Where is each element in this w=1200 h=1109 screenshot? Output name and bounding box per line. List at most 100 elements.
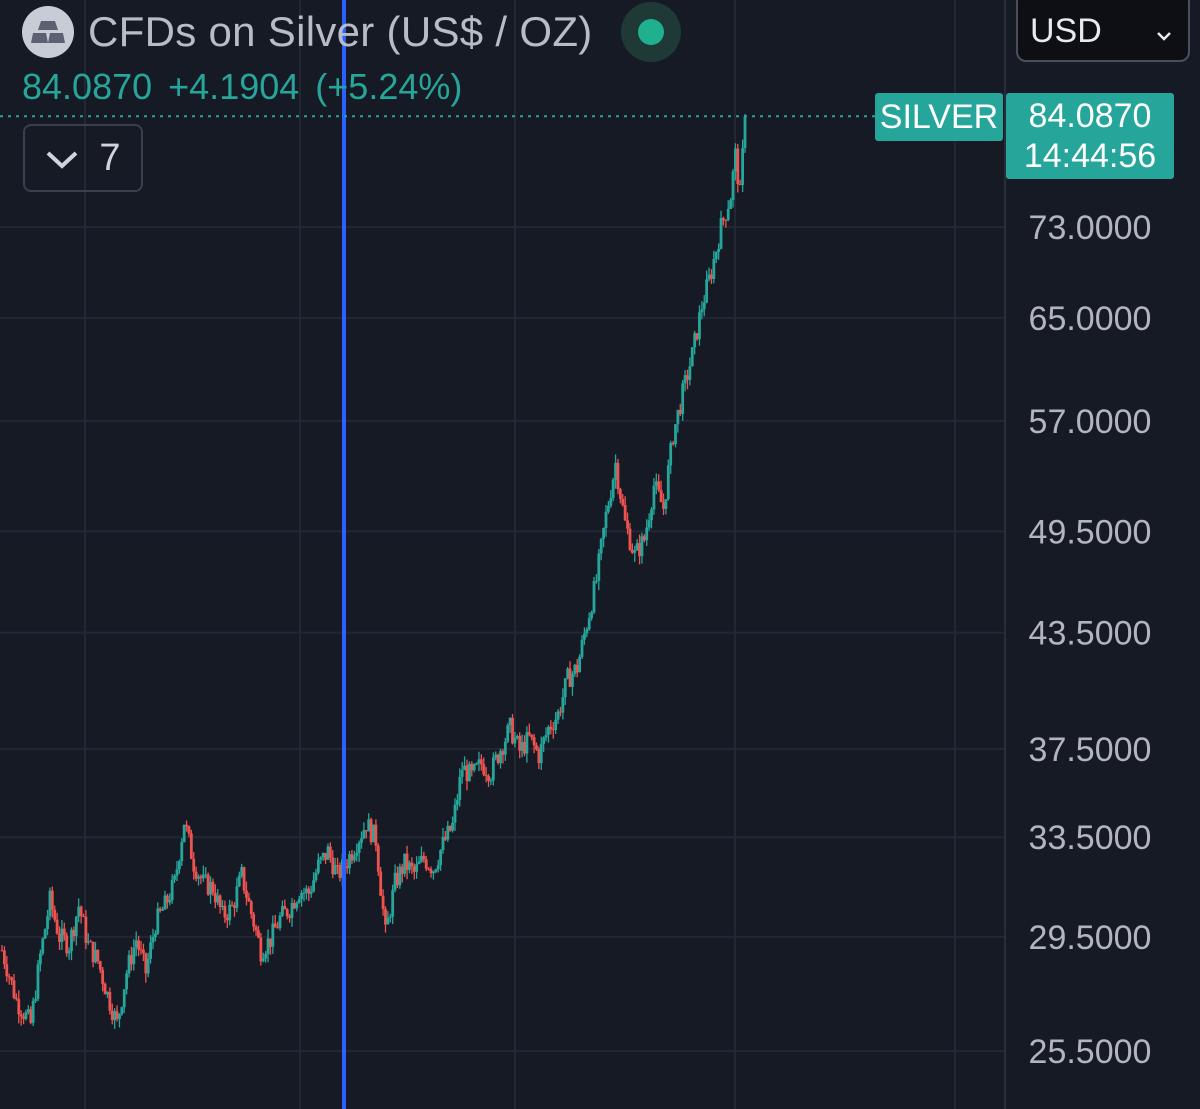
- candle-body: [144, 953, 148, 974]
- candle-body: [736, 148, 740, 185]
- candle-body: [386, 917, 390, 925]
- candle-body: [259, 937, 263, 962]
- candle-body: [527, 732, 531, 735]
- price-tick-label: 37.5000: [1029, 731, 1152, 769]
- candle-body: [29, 1009, 33, 1023]
- live-status-indicator[interactable]: [620, 2, 681, 62]
- candle-body: [712, 259, 716, 279]
- candle-body: [7, 976, 11, 978]
- candle-body: [230, 904, 234, 906]
- price-change-text: +4.1904: [168, 66, 300, 107]
- candle-body: [60, 928, 64, 942]
- candle-body: [686, 375, 689, 380]
- candle-body: [573, 664, 577, 674]
- candle-body: [304, 888, 308, 893]
- candle-body: [463, 765, 466, 771]
- candle-body: [240, 867, 244, 876]
- candle-body: [738, 184, 742, 186]
- candle-body: [537, 749, 541, 764]
- candle-body: [415, 864, 419, 872]
- candle-body: [307, 888, 311, 894]
- candle-body: [563, 678, 567, 698]
- candle-body: [237, 875, 241, 887]
- candle-body: [204, 874, 208, 876]
- candle-body: [535, 745, 538, 750]
- candle-body: [465, 765, 469, 782]
- candle-body: [467, 763, 471, 782]
- candle-body: [405, 853, 409, 870]
- candle-body: [132, 947, 136, 965]
- candle-body: [352, 855, 356, 861]
- candle-body: [242, 867, 246, 891]
- candle-body: [328, 846, 332, 858]
- symbol-header: CFDs on Silver (US$ / OZ): [22, 2, 681, 62]
- candle-body: [446, 826, 450, 840]
- candle-body: [640, 536, 644, 557]
- candle-body: [134, 940, 138, 948]
- candle-body: [290, 903, 294, 918]
- candle-body: [98, 961, 102, 970]
- candle-body: [182, 824, 186, 843]
- candle-body: [331, 857, 335, 875]
- candle-body: [693, 333, 697, 348]
- candle-body: [542, 737, 546, 744]
- candle-body: [520, 742, 524, 751]
- candle-body: [348, 854, 351, 869]
- live-status-dot: [637, 19, 664, 45]
- price-change-percent: (+5.24%): [315, 66, 463, 107]
- candle-body: [595, 580, 598, 582]
- candle-body: [441, 836, 445, 851]
- candle-body: [125, 973, 129, 990]
- candle-body: [707, 274, 711, 280]
- candle-body: [10, 977, 13, 981]
- chevron-down-icon: [45, 137, 79, 180]
- candle-body: [477, 759, 481, 764]
- candle-body: [578, 656, 582, 673]
- candle-body: [642, 536, 646, 541]
- candle-body: [393, 872, 397, 891]
- symbol-title[interactable]: CFDs on Silver (US$ / OZ): [88, 8, 593, 55]
- currency-select[interactable]: USD: [1016, 0, 1190, 62]
- candle-body: [470, 763, 474, 771]
- candle-body: [671, 442, 675, 445]
- candle-body: [645, 527, 649, 541]
- candle-body: [185, 824, 188, 827]
- candle-body: [314, 872, 318, 881]
- candle-body: [614, 462, 617, 480]
- candle-body: [158, 908, 162, 911]
- candle-body: [338, 865, 342, 878]
- candle-body: [103, 983, 107, 995]
- candle-body: [403, 853, 407, 874]
- indicators-toggle-button[interactable]: 7: [23, 124, 143, 192]
- candle-body: [156, 908, 160, 934]
- candle-body: [43, 929, 47, 939]
- candle-body: [130, 955, 133, 965]
- candle-body: [321, 852, 325, 858]
- candle-body: [5, 964, 9, 977]
- candle-body: [31, 1000, 35, 1023]
- chevron-down-icon: [1156, 12, 1172, 51]
- candle-body: [396, 872, 399, 886]
- candle-body: [65, 935, 69, 954]
- candle-body: [597, 553, 601, 581]
- candle-body: [698, 312, 701, 340]
- candle-body: [530, 734, 534, 738]
- candle-body: [175, 869, 179, 876]
- candle-body: [221, 905, 224, 908]
- candle-body: [225, 917, 229, 921]
- candle-body: [604, 511, 608, 529]
- last-price-text: 84.0870: [22, 66, 153, 107]
- candle-body: [269, 938, 272, 947]
- candle-body: [628, 528, 632, 550]
- candle-body: [127, 955, 131, 974]
- candle-body: [369, 819, 373, 843]
- candle-body: [453, 804, 457, 823]
- candle-body: [484, 774, 488, 776]
- candle-body: [451, 822, 454, 831]
- candle-body: [652, 485, 656, 510]
- candle-body: [702, 302, 706, 310]
- candle-body: [669, 442, 673, 466]
- candle-body: [118, 1013, 121, 1020]
- candle-body: [602, 528, 605, 539]
